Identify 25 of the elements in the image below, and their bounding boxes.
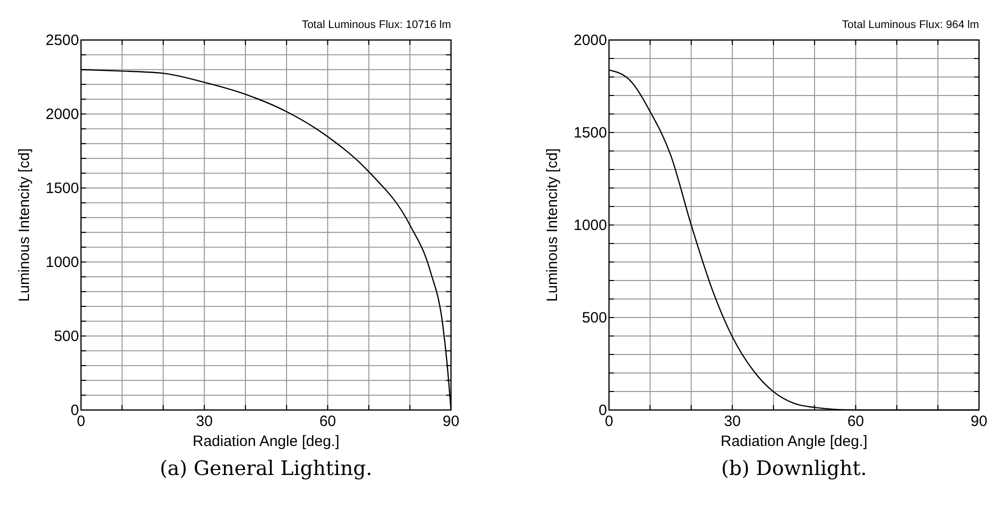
y-axis-title: Luminous Intencity [cd]: [544, 148, 561, 302]
y-axis-title: Luminous Intencity [cd]: [16, 148, 33, 302]
y-tick-label: 1000: [46, 254, 79, 271]
y-tick-label: 1500: [574, 124, 607, 142]
x-axis-title: Radiation Angle [deg.]: [192, 433, 340, 450]
chart-title: Total Luminous Flux: 964 lm: [842, 19, 979, 31]
text: (b) Downlight.: [721, 456, 867, 480]
y-tick-label: 0: [70, 402, 79, 419]
chart-title: Total Luminous Flux: 10716 lm: [302, 19, 451, 31]
y-tick-label: 2500: [46, 32, 79, 49]
y-tick-label: 1500: [46, 180, 79, 197]
x-tick-label: 30: [196, 413, 213, 430]
y-tick-label: 2000: [574, 32, 607, 49]
y-tick-label: 500: [582, 310, 607, 326]
x-tick-label: 60: [847, 413, 864, 430]
x-axis-title: Radiation Angle [deg.]: [720, 433, 868, 450]
x-tick-label: 60: [319, 413, 336, 430]
text: (a) General Lighting.: [160, 456, 372, 480]
y-tick-label: 500: [54, 328, 79, 345]
y-tick-label: 1000: [574, 217, 607, 234]
y-tick-label: 0: [598, 402, 607, 419]
x-tick-label: 90: [442, 413, 460, 430]
x-tick-label: 30: [724, 413, 741, 430]
x-tick-label: 90: [970, 413, 988, 430]
y-tick-label: 2000: [46, 106, 79, 123]
